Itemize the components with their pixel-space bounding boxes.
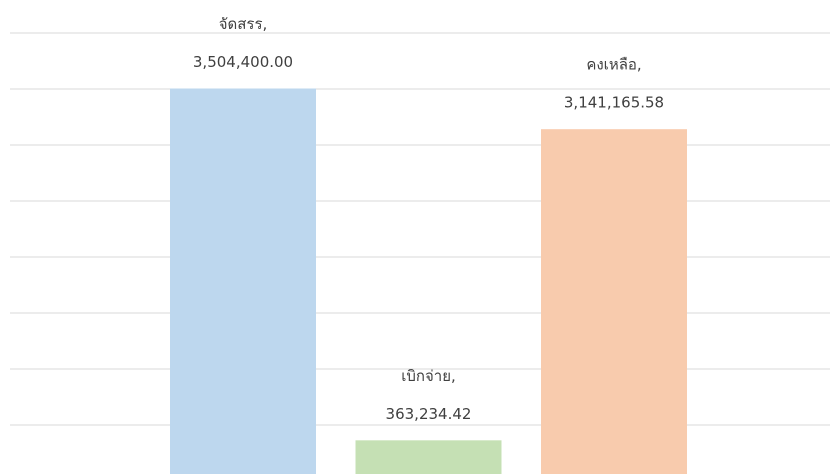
bar xyxy=(355,440,502,474)
data-label-category: เบิกจ่าย, xyxy=(401,367,456,385)
data-label-category: คงเหลือ, xyxy=(586,56,641,74)
data-label-value: 363,234.42 xyxy=(386,405,472,423)
data-label-value: 3,141,165.58 xyxy=(564,94,664,112)
bar xyxy=(541,129,687,474)
data-label-value: 3,504,400.00 xyxy=(193,53,293,71)
bar xyxy=(170,88,316,474)
data-label-category: จัดสรร, xyxy=(219,15,268,33)
